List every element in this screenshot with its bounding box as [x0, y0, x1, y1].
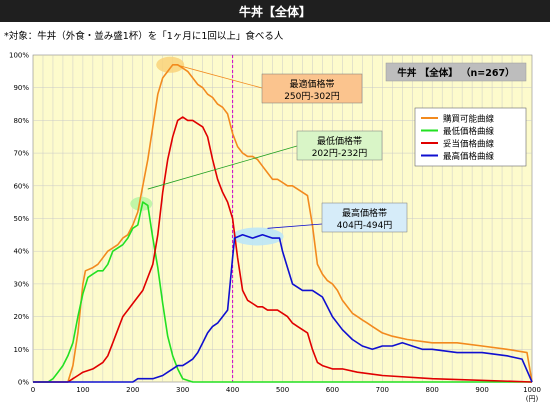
- lowest-range: 202円-232円: [312, 148, 368, 159]
- y-tick-label: 80%: [13, 117, 29, 125]
- axis-ticks: 0 100 200 300 400 500 600 700 800 900 1000(円) 0% 10%…: [9, 52, 541, 404]
- purchasable-line: [33, 64, 533, 383]
- series-lines: [33, 55, 533, 383]
- legend-label-purchasable: 購買可能曲線: [443, 114, 495, 125]
- highest-line: [33, 234, 533, 383]
- annotations: 牛丼 【全体】 （n=267） 最適価格帯250円-302円最低価格帯202円-2…: [147, 62, 527, 233]
- optimal-label: 最適価格帯: [289, 78, 334, 90]
- x-tick-label: 900: [475, 386, 488, 394]
- x-tick-label: 800: [426, 386, 439, 394]
- x-tick-label: 1000: [523, 386, 541, 394]
- y-tick-label: 0%: [18, 379, 29, 387]
- x-tick-label: 700: [376, 386, 389, 394]
- x-tick-label: 600: [326, 386, 339, 394]
- x-axis-unit: (円): [526, 395, 539, 403]
- legend-label-highest: 最高価格曲線: [443, 151, 495, 162]
- lowest-label: 最低価格帯: [317, 135, 362, 147]
- x-tick-label: 100: [76, 386, 89, 394]
- legend-label-appropriate: 妥当価格曲線: [443, 139, 495, 150]
- lowest-pointer: [147, 145, 298, 190]
- optimal-pointer: [176, 64, 263, 89]
- lowest-line: [33, 201, 532, 383]
- grid: [33, 55, 532, 382]
- legend-label-lowest: 最低価格曲線: [443, 126, 495, 137]
- x-tick-label: 300: [176, 386, 189, 394]
- highest-range: 404円-494円: [337, 220, 393, 231]
- y-tick-label: 90%: [13, 84, 29, 92]
- y-tick-label: 30%: [13, 280, 29, 288]
- sample-label-box: [385, 62, 527, 82]
- highest-label: 最高価格帯: [342, 207, 387, 219]
- optimal-range: 250円-302円: [284, 91, 340, 102]
- page-title: 牛丼【全体】: [0, 0, 550, 22]
- x-tick-label: 500: [276, 386, 289, 394]
- y-tick-label: 60%: [13, 182, 29, 190]
- x-tick-label: 0: [31, 386, 35, 394]
- y-tick-label: 10%: [13, 346, 29, 354]
- appropriate-line: [33, 116, 533, 383]
- highest-box: [321, 202, 408, 233]
- y-tick-label: 50%: [13, 215, 29, 223]
- subtitle: *対象：牛丼（外食・並み盛1杯）を「1ヶ月に1回以上」食べる人: [4, 31, 284, 42]
- optimal-highlight: [156, 56, 185, 73]
- sample-label: 牛丼 【全体】 （n=267）: [397, 67, 514, 79]
- y-tick-label: 40%: [13, 248, 29, 256]
- y-tick-label: 70%: [13, 150, 29, 158]
- y-tick-label: 100%: [9, 52, 29, 60]
- lowest-highlight: [130, 196, 153, 211]
- x-tick-label: 400: [226, 386, 239, 394]
- lowest-box: [296, 130, 383, 161]
- highest-pointer: [267, 223, 323, 229]
- y-tick-label: 20%: [13, 313, 29, 321]
- optimal-box: [261, 73, 363, 104]
- x-tick-label: 200: [126, 386, 139, 394]
